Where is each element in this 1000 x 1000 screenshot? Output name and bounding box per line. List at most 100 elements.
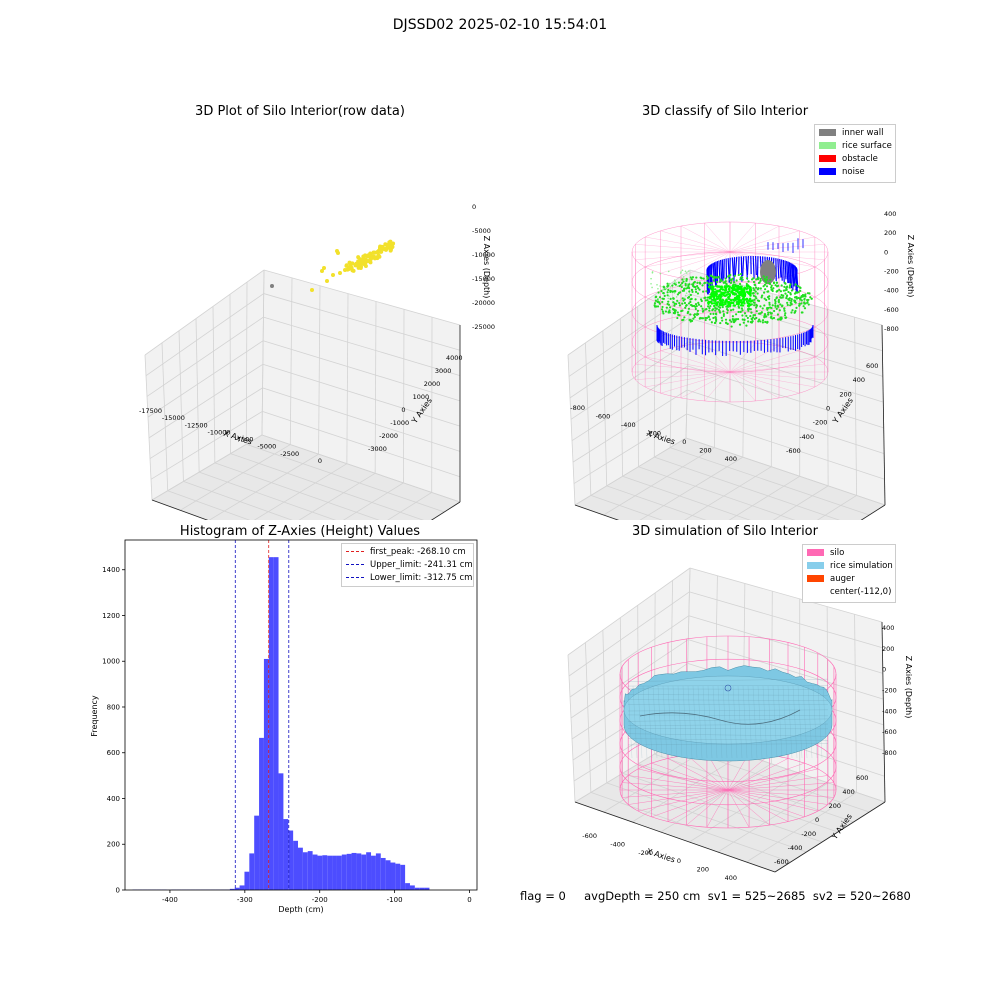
- rice-point: [706, 277, 709, 280]
- rice-point: [765, 315, 768, 318]
- rice-point: [751, 292, 754, 295]
- grid-line: [151, 434, 263, 501]
- rice-point: [757, 320, 760, 323]
- rice-point: [761, 294, 764, 297]
- data-point: [368, 256, 373, 261]
- y-tick-label: -200: [801, 830, 816, 838]
- rice-point: [793, 296, 797, 299]
- rice-point: [787, 290, 790, 294]
- rice-point: [685, 272, 688, 274]
- rice-point: [737, 300, 740, 303]
- rice-point: [740, 307, 744, 310]
- rice-point: [732, 304, 735, 307]
- rice-point: [654, 295, 657, 299]
- panel1-plot: -17500-15000-12500-10000-7500-5000-25000…: [139, 203, 495, 520]
- rice-point: [771, 288, 774, 291]
- rice-point: [763, 291, 766, 294]
- rice-point: [784, 292, 787, 295]
- rice-point: [724, 277, 727, 280]
- grid-line: [245, 282, 248, 445]
- rice-point: [716, 290, 720, 293]
- grid-line: [150, 411, 263, 480]
- rice-point: [772, 282, 776, 285]
- rice-point: [651, 286, 653, 289]
- grid-line: [637, 306, 639, 467]
- rice-point: [666, 291, 669, 294]
- legend-upper-limit: Upper_limit: -241.31 cm: [370, 559, 473, 570]
- x-tick-label: -200: [312, 896, 328, 904]
- grid-line: [144, 269, 265, 356]
- rice-point: [739, 310, 742, 313]
- grid-line: [567, 567, 691, 656]
- rice-point: [663, 294, 666, 297]
- rice-point: [661, 297, 664, 300]
- rice-point: [729, 281, 733, 284]
- rice-point: [790, 298, 793, 301]
- grid-line: [570, 639, 689, 719]
- rice-point: [759, 279, 762, 282]
- histogram-ylabel: Frequency: [90, 695, 99, 737]
- legend-upper-limit-line: [346, 564, 364, 565]
- rice-point: [706, 301, 710, 305]
- rice-point: [733, 281, 736, 284]
- rice-point: [728, 285, 731, 289]
- rice-point: [692, 284, 695, 288]
- rice-point: [783, 281, 786, 285]
- z-tick-label: 200: [884, 229, 896, 237]
- mesh-line: [777, 685, 783, 759]
- grid-line: [167, 490, 251, 520]
- rice-point: [742, 291, 745, 294]
- rice-point: [702, 277, 705, 280]
- rice-point: [769, 316, 773, 319]
- rice-point: [727, 293, 731, 296]
- rice-point: [766, 308, 769, 311]
- rice-point: [800, 299, 803, 302]
- silo-spoke: [729, 364, 825, 373]
- rice-point: [693, 315, 696, 319]
- rice-point: [801, 311, 804, 314]
- grid-line: [571, 365, 688, 442]
- data-point: [322, 266, 326, 270]
- rice-point: [752, 277, 755, 280]
- grid-line: [569, 317, 690, 399]
- hist-bar: [409, 885, 415, 890]
- rice-point: [743, 288, 746, 291]
- data-point: [388, 248, 393, 253]
- mesh-line: [727, 685, 733, 759]
- y-tick-label: -200: [813, 419, 828, 427]
- pane-left: [145, 270, 264, 500]
- panel1-axes-box: [144, 269, 461, 520]
- rice-point: [688, 286, 691, 290]
- rice-point: [675, 281, 677, 284]
- rice-point: [690, 304, 693, 307]
- rice-point: [683, 287, 686, 290]
- grid-line: [638, 466, 796, 520]
- silo-spoke: [645, 236, 731, 253]
- z-tick-label: 400: [882, 624, 894, 632]
- y-tick-label: 400: [842, 788, 854, 796]
- rice-point: [659, 272, 662, 275]
- rice-point: [660, 308, 664, 311]
- hist-bar: [254, 815, 260, 890]
- rice-point: [692, 317, 695, 320]
- silo-spoke: [622, 789, 729, 798]
- rice-point: [754, 290, 757, 293]
- rice-point: [686, 296, 690, 299]
- noise-streak: [793, 266, 797, 287]
- rice-point: [733, 296, 737, 300]
- rice-point: [650, 283, 652, 285]
- grid-line: [261, 434, 461, 503]
- rice-point: [727, 302, 731, 305]
- rice-point: [720, 286, 724, 289]
- rice-point: [725, 283, 728, 286]
- rice-point: [748, 304, 751, 307]
- hist-bar: [361, 854, 367, 890]
- rice-point: [806, 301, 809, 304]
- silo-spoke: [727, 775, 828, 791]
- z-tick-label: -800: [882, 749, 897, 757]
- legend-obstacle: obstacle: [842, 153, 878, 164]
- rice-point: [760, 296, 763, 299]
- silo-spoke: [628, 775, 729, 791]
- mesh-line: [787, 685, 793, 759]
- rice-point: [767, 311, 770, 314]
